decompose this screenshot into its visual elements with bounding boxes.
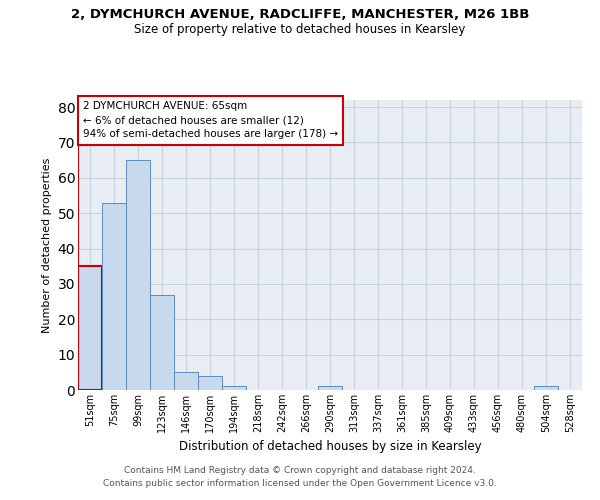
Y-axis label: Number of detached properties: Number of detached properties	[42, 158, 52, 332]
Bar	[318, 386, 342, 390]
X-axis label: Distribution of detached houses by size in Kearsley: Distribution of detached houses by size …	[179, 440, 481, 454]
Text: Contains HM Land Registry data © Crown copyright and database right 2024.
Contai: Contains HM Land Registry data © Crown c…	[103, 466, 497, 487]
Bar	[222, 386, 246, 390]
Bar	[150, 294, 174, 390]
Bar	[126, 160, 150, 390]
Bar	[102, 202, 126, 390]
Bar	[198, 376, 222, 390]
Text: 2 DYMCHURCH AVENUE: 65sqm
← 6% of detached houses are smaller (12)
94% of semi-d: 2 DYMCHURCH AVENUE: 65sqm ← 6% of detach…	[83, 102, 338, 140]
Bar	[78, 266, 102, 390]
Bar	[174, 372, 198, 390]
Text: 2, DYMCHURCH AVENUE, RADCLIFFE, MANCHESTER, M26 1BB: 2, DYMCHURCH AVENUE, RADCLIFFE, MANCHEST…	[71, 8, 529, 20]
Bar	[534, 386, 558, 390]
Text: Size of property relative to detached houses in Kearsley: Size of property relative to detached ho…	[134, 22, 466, 36]
